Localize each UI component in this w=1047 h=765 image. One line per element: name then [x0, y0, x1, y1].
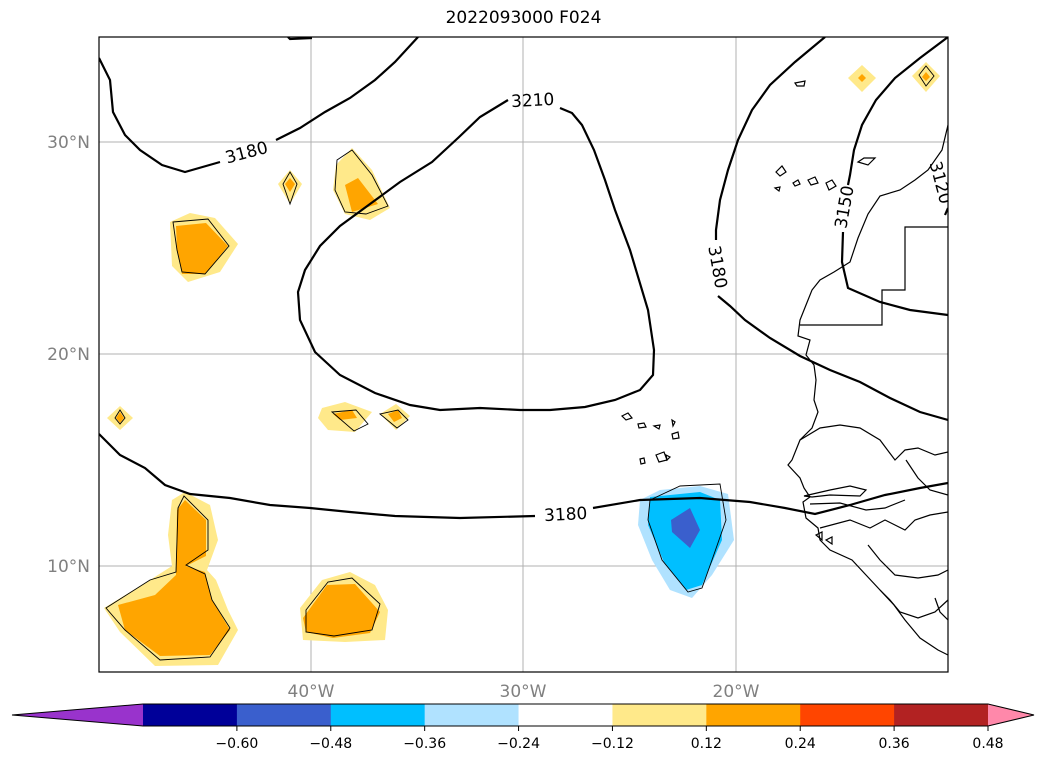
contour-label-3210: 3210: [511, 90, 555, 112]
anomaly-patch: [671, 508, 700, 548]
positive-anomaly-shading: [104, 62, 940, 666]
colorbar-outline: [11, 703, 1035, 727]
colorbar-box: [236, 704, 332, 726]
contour-label-3150: 3150: [831, 184, 858, 230]
colorbar-box: [612, 704, 707, 726]
graticule: [99, 37, 948, 672]
colorbar-tick-label: −0.60: [215, 736, 258, 752]
lat-label-20n: 20°N: [47, 345, 90, 365]
colorbar-tick-label: −0.24: [497, 736, 540, 752]
colorbar: −0.60 −0.48 −0.36 −0.24 −0.12 0.12 0.24 0.36 0.4…: [11, 703, 1035, 752]
contour-label-3180-south: 3180: [544, 504, 588, 526]
colorbar-box: [143, 704, 238, 726]
anomaly-patch: [303, 584, 380, 638]
colorbar-box: [518, 704, 613, 726]
colorbar-tick-label: 0.36: [879, 736, 910, 752]
contour-label-3180-east: 3180: [703, 244, 730, 290]
latitude-labels: 30°N 20°N 10°N: [47, 133, 90, 577]
colorbar-tick-label: −0.12: [591, 736, 634, 752]
anomaly-patch: [176, 223, 228, 274]
colorbar-tick-label: 0.48: [972, 736, 1003, 752]
contour-label-3120: 3120: [925, 159, 956, 206]
negative-anomaly-shading: [638, 486, 734, 598]
map-title: 2022093000 F024: [445, 8, 602, 28]
longitude-labels: 40°W 30°W 20°W: [288, 682, 760, 702]
colorbar-tick-label: −0.36: [403, 736, 446, 752]
colorbar-tick-label: 0.24: [785, 736, 816, 752]
coastlines: [620, 80, 948, 656]
anomaly-patch: [858, 74, 866, 82]
anomaly-outlines: [105, 65, 935, 661]
height-contours: [99, 37, 948, 520]
lon-label-30w: 30°W: [500, 682, 547, 702]
contour-label-group: 3180 3210 3180 3180 3150 3120: [223, 90, 956, 526]
colorbar-box: [800, 704, 895, 726]
anomaly-patch: [118, 500, 230, 656]
colorbar-box: [424, 704, 520, 726]
anomaly-patch: [285, 178, 295, 192]
lon-label-40w: 40°W: [288, 682, 335, 702]
colorbar-tick-label: −0.48: [309, 736, 352, 752]
anomaly-patch: [388, 410, 402, 422]
colorbar-tick-label: 0.12: [691, 736, 722, 752]
lon-label-20w: 20°W: [713, 682, 760, 702]
lat-label-10n: 10°N: [47, 557, 90, 577]
lat-label-30n: 30°N: [47, 133, 90, 153]
map-frame: [98, 36, 949, 673]
anomaly-patch: [922, 72, 930, 81]
colorbar-extend-low: [12, 704, 143, 726]
colorbar-box: [894, 704, 989, 726]
anomaly-patch: [116, 412, 124, 423]
colorbar-box: [706, 704, 801, 726]
colorbar-extend-high: [988, 704, 1034, 726]
map-panel: 3180 3210 3180 3180 3150 3120: [99, 37, 956, 672]
colorbar-box: [330, 704, 426, 726]
